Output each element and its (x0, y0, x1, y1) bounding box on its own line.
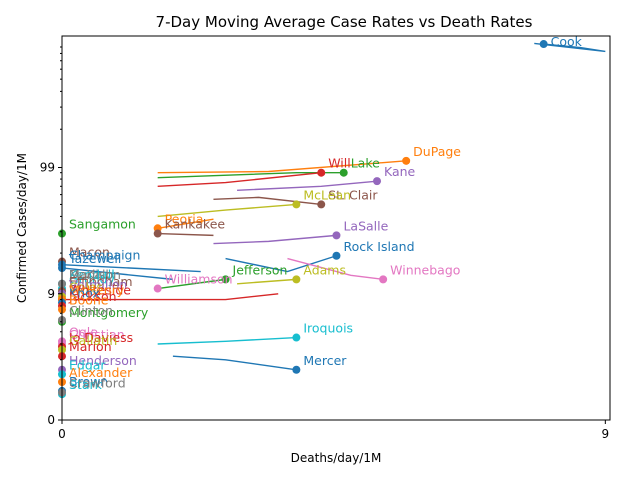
series-trail-tazewell (61, 267, 173, 281)
series-trail-champaign (61, 263, 201, 273)
series-trail-cook (534, 42, 606, 53)
series-label-cook: Cook (551, 34, 583, 49)
series-label-brown: Brown (69, 374, 108, 389)
series-point-kane (373, 177, 382, 186)
series-trail-will (157, 171, 322, 187)
series-label-alexander: Alexander (69, 365, 133, 380)
series-trail-rock-island (225, 255, 337, 273)
series-point-will (317, 168, 326, 177)
series-trail-adams (237, 278, 297, 285)
series-label-champaign: Champaign (69, 248, 140, 263)
series-trail-kane (237, 180, 378, 191)
series-label-macon: Macon (69, 245, 110, 260)
series-label-knox: Knox (69, 286, 100, 301)
series-label-peoria: Peoria (165, 211, 204, 226)
series-label-st-clair: St. Clair (328, 187, 378, 202)
series-label-coles: Coles (69, 280, 103, 295)
series-point-williamson (153, 284, 162, 293)
series-point-adams (292, 275, 301, 284)
series-label-effingham: Effingham (69, 274, 133, 289)
series-label-jefferson: Jefferson (232, 262, 288, 277)
y-tick-label: 9 (47, 287, 55, 301)
series-label-williamson: Williamson (165, 272, 233, 287)
series-point-lasalle (332, 231, 341, 240)
series-point-rock-island (332, 251, 341, 260)
series-label-mclean: McLean (303, 187, 351, 202)
series-label-lake: Lake (351, 156, 380, 171)
chart-title: 7-Day Moving Average Case Rates vs Death… (156, 13, 533, 31)
series-label-madison: Madison (69, 267, 121, 282)
x-tick-label: 9 (602, 427, 610, 441)
series-label-mchenry: McHenry (69, 283, 125, 298)
series-point-lake (339, 168, 348, 177)
series-label-clinton: Clinton (69, 303, 113, 318)
series-point-dupage (402, 156, 411, 165)
series-label-kendall: Kendall (69, 267, 115, 282)
series-trail-winnebago (287, 257, 384, 281)
series-label-winnebago: Winnebago (390, 262, 460, 277)
x-axis-label: Deaths/day/1M (291, 451, 382, 465)
series-label-whiteside: Whiteside (69, 283, 131, 298)
series-label-rock-island: Rock Island (343, 239, 414, 254)
series-trail-lasalle (213, 234, 337, 245)
series-label-montgomery: Montgomery (69, 305, 149, 320)
series-label-grundy: Grundy (69, 272, 116, 287)
series-trail-mclean (157, 203, 297, 218)
series-point-winnebago (379, 275, 388, 284)
series-trail-mercer (172, 355, 297, 371)
series-label-jackson: Jackson (68, 289, 117, 304)
series-label-crawford: Crawford (69, 376, 126, 391)
series-point-iroquois (292, 333, 301, 342)
series-label-dekalb: DeKalb (69, 267, 113, 282)
y-axis-label: Confirmed Cases/day/1M (15, 153, 29, 303)
series-label-gallatin: Gallatin (69, 333, 117, 348)
series-label-lasalle: LaSalle (343, 218, 388, 233)
series-trail-st-clair (213, 196, 322, 206)
y-tick-label: 0 (47, 413, 55, 427)
series-trail-lake (157, 171, 344, 179)
series-label-mercer: Mercer (303, 353, 347, 368)
series-point-mclean (292, 200, 301, 209)
x-tick-label: 0 (58, 427, 66, 441)
series-label-henderson: Henderson (69, 353, 137, 368)
series-trail-dupage (157, 160, 407, 174)
series-label-vermilion: Vermilion (69, 277, 127, 292)
series-point-st-clair (317, 200, 326, 209)
y-tick-label: 99 (40, 161, 55, 175)
series-label-tazewell: Tazewell (68, 251, 121, 266)
series-trail-peoria (157, 218, 214, 229)
series-trail-iroquois (157, 336, 297, 345)
series-label-stark: Stark (69, 377, 103, 392)
series-label-adams: Adams (303, 262, 346, 277)
series-label-dupage: DuPage (413, 144, 461, 159)
series-trail-jefferson (157, 278, 226, 290)
series-label-edgar: Edgar (69, 357, 106, 372)
series-label-jo-daviess: Jo Daviess (68, 330, 133, 345)
series-label-marion: Marion (69, 339, 112, 354)
series-label-sangamon: Sangamon (69, 217, 136, 232)
series-label-kane: Kane (384, 164, 416, 179)
plot-frame (61, 35, 611, 421)
series-point-mercer (292, 365, 301, 374)
series-label-boone: Boone (69, 293, 109, 308)
series-label-kankakee: Kankakee (165, 217, 226, 232)
series-label-christian: Christian (69, 327, 125, 342)
series-label-ogle: Ogle (69, 324, 98, 339)
series-point-kankakee (153, 229, 162, 238)
series-label-will: Will (328, 156, 351, 171)
series-trail-whiteside (62, 293, 279, 301)
series-point-cook (539, 40, 548, 49)
series-point-jefferson (221, 275, 230, 284)
series-label-iroquois: Iroquois (303, 321, 353, 336)
series-trail-kankakee (157, 232, 214, 237)
